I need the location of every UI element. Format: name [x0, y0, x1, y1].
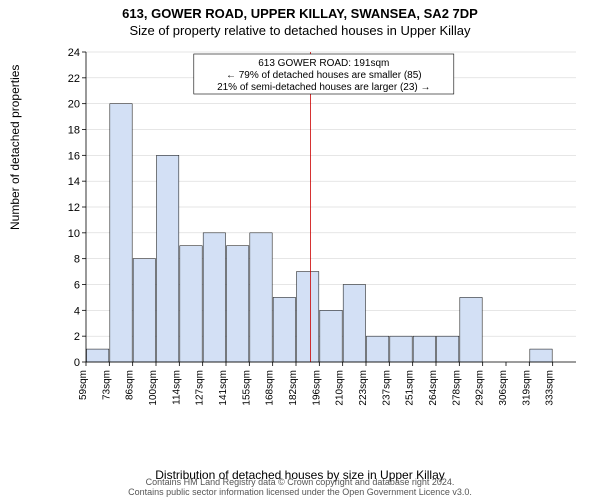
- svg-text:223sqm: 223sqm: [358, 370, 369, 406]
- svg-text:319sqm: 319sqm: [521, 370, 532, 406]
- svg-text:16: 16: [68, 150, 80, 162]
- footer-line1: Contains HM Land Registry data © Crown c…: [146, 477, 455, 487]
- svg-text:114sqm: 114sqm: [171, 370, 182, 405]
- plot-area: 02468101214161820222459sqm73sqm86sqm100s…: [60, 48, 580, 418]
- chart-container: 613, GOWER ROAD, UPPER KILLAY, SWANSEA, …: [0, 0, 600, 500]
- footer-line2: Contains public sector information licen…: [128, 487, 472, 497]
- svg-text:24: 24: [68, 48, 80, 59]
- svg-text:141sqm: 141sqm: [218, 370, 229, 406]
- svg-text:278sqm: 278sqm: [451, 370, 462, 406]
- page-title: 613, GOWER ROAD, UPPER KILLAY, SWANSEA, …: [0, 0, 600, 21]
- svg-text:182sqm: 182sqm: [288, 370, 299, 406]
- svg-text:127sqm: 127sqm: [195, 370, 206, 406]
- svg-text:20: 20: [68, 99, 80, 111]
- svg-text:251sqm: 251sqm: [405, 370, 416, 406]
- svg-text:264sqm: 264sqm: [428, 370, 439, 406]
- svg-text:8: 8: [74, 254, 80, 266]
- page-subtitle: Size of property relative to detached ho…: [0, 21, 600, 38]
- svg-text:2: 2: [74, 331, 80, 343]
- svg-text:73sqm: 73sqm: [101, 370, 112, 400]
- svg-text:237sqm: 237sqm: [381, 370, 392, 406]
- svg-text:6: 6: [74, 280, 80, 292]
- svg-text:333sqm: 333sqm: [545, 370, 556, 406]
- svg-text:100sqm: 100sqm: [148, 370, 159, 406]
- svg-text:4: 4: [74, 305, 80, 317]
- svg-text:10: 10: [68, 228, 80, 240]
- svg-text:18: 18: [68, 125, 80, 137]
- svg-text:0: 0: [74, 357, 80, 369]
- svg-text:196sqm: 196sqm: [311, 370, 322, 406]
- svg-text:21% of semi-detached houses ar: 21% of semi-detached houses are larger (…: [217, 82, 430, 93]
- svg-text:613 GOWER ROAD: 191sqm: 613 GOWER ROAD: 191sqm: [258, 58, 389, 69]
- svg-text:155sqm: 155sqm: [241, 370, 252, 406]
- svg-text:168sqm: 168sqm: [265, 370, 276, 406]
- histogram-svg: 02468101214161820222459sqm73sqm86sqm100s…: [60, 48, 580, 418]
- svg-text:22: 22: [68, 73, 80, 85]
- svg-text:306sqm: 306sqm: [498, 370, 509, 406]
- svg-text:292sqm: 292sqm: [475, 370, 486, 406]
- svg-text:12: 12: [68, 202, 80, 214]
- svg-text:14: 14: [68, 176, 80, 188]
- footer-text: Contains HM Land Registry data © Crown c…: [0, 478, 600, 498]
- svg-text:← 79% of detached houses are s: ← 79% of detached houses are smaller (85…: [226, 70, 422, 81]
- svg-text:86sqm: 86sqm: [125, 370, 136, 400]
- y-axis-label: Number of detached properties: [8, 65, 22, 230]
- svg-text:210sqm: 210sqm: [335, 370, 346, 406]
- svg-text:59sqm: 59sqm: [78, 370, 89, 400]
